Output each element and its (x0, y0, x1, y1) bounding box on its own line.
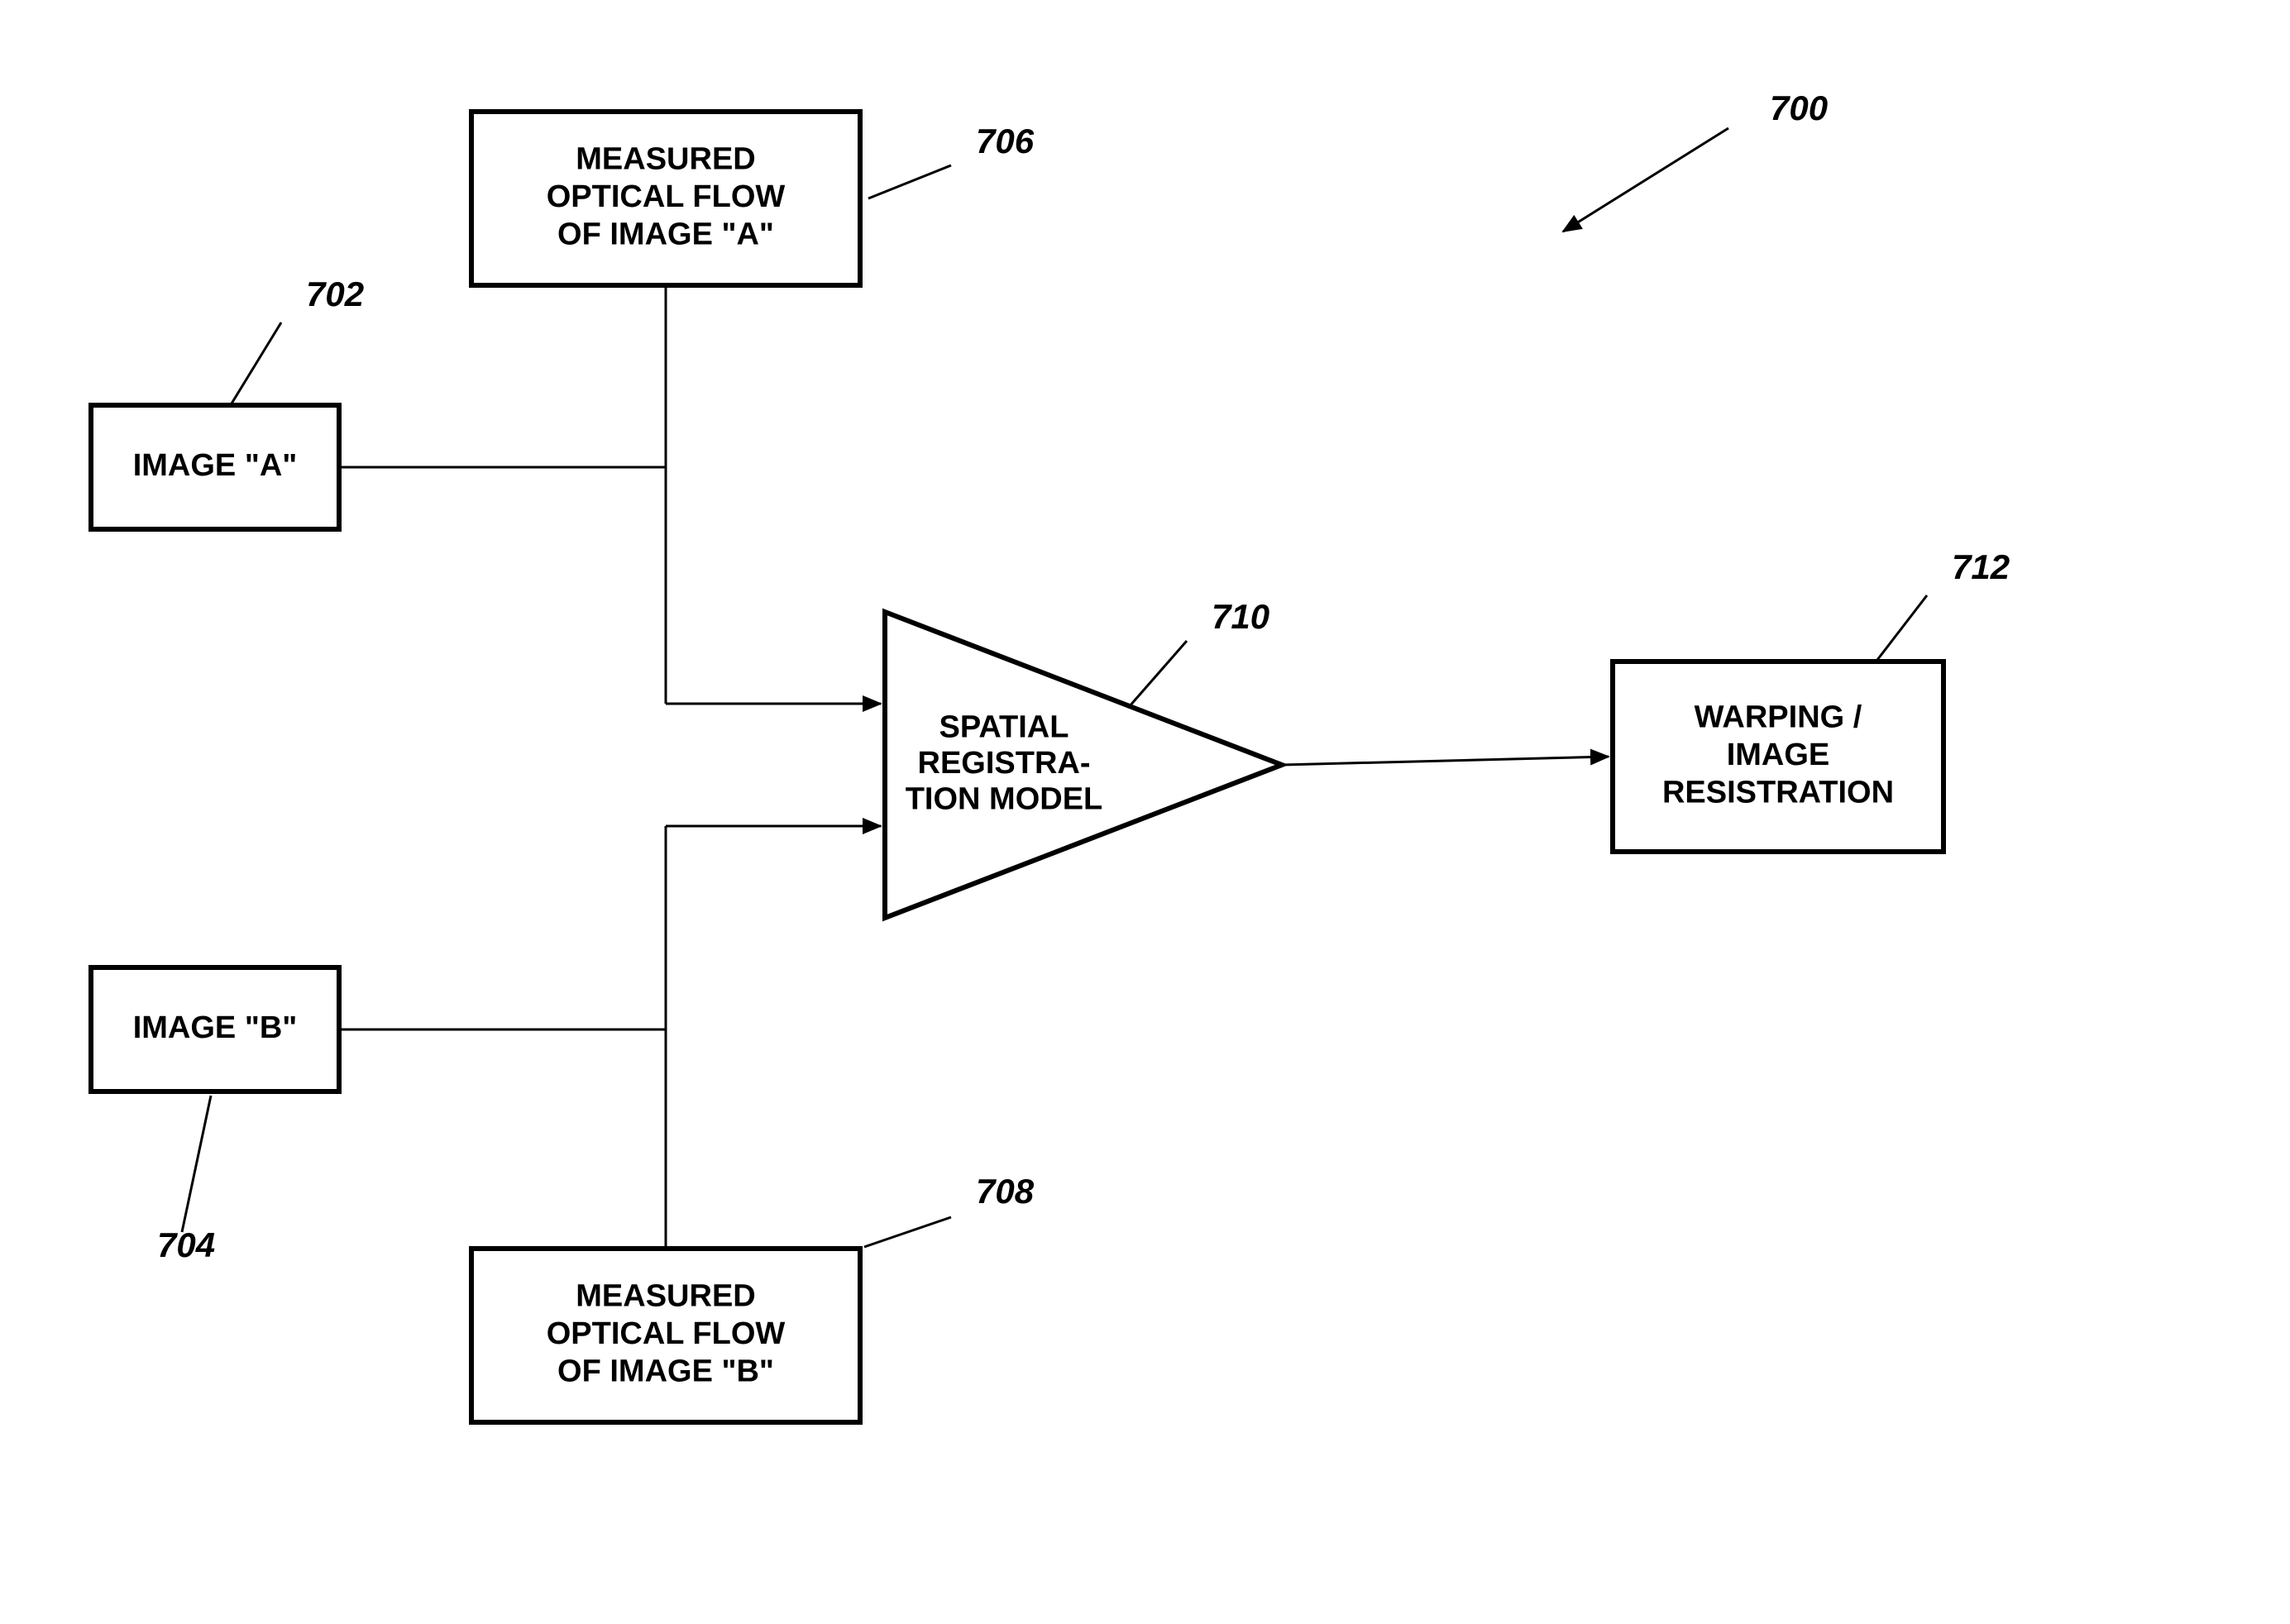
ref-num-706: 706 (976, 122, 1035, 160)
box-label: IMAGE "A" (133, 448, 298, 483)
triangle-label: REGISTRA- (918, 746, 1091, 781)
triangle-label: TION MODEL (906, 782, 1103, 817)
ref-num-702: 702 (306, 275, 364, 313)
box-label: MEASURED (576, 141, 755, 176)
box-imageA: IMAGE "A" 702 (91, 275, 364, 529)
box-warp: WARPING / IMAGE RESISTRATION 712 (1613, 547, 2010, 852)
box-label: OF IMAGE "B" (557, 1354, 774, 1389)
box-label: IMAGE (1727, 738, 1830, 772)
box-imageB: IMAGE "B" 704 (91, 967, 339, 1264)
triangle-label: SPATIAL (939, 709, 1069, 744)
box-flowB: MEASUREDOPTICAL FLOWOF IMAGE "B" 708 (471, 1172, 1035, 1422)
box-flowA: MEASUREDOPTICAL FLOWOF IMAGE "A" 706 (471, 112, 1035, 285)
box-label: OPTICAL FLOW (547, 179, 786, 214)
box-label: OF IMAGE "A" (557, 217, 774, 252)
box-label: OPTICAL FLOW (547, 1316, 786, 1351)
figure-ref-arrow (1563, 128, 1728, 232)
box-label: MEASURED (576, 1278, 755, 1313)
box-label: IMAGE "B" (133, 1010, 298, 1045)
flowchart-diagram: IMAGE "A"702MEASUREDOPTICAL FLOWOF IMAGE… (0, 0, 2290, 1620)
ref-num-708: 708 (976, 1172, 1035, 1211)
arrow-triangle-to-warp (1282, 757, 1609, 765)
ref-num-700: 700 (1770, 88, 1828, 127)
ref-num-712: 712 (1952, 547, 2010, 586)
ref-num-704: 704 (157, 1225, 215, 1264)
ref-num-710: 710 (1212, 597, 1269, 636)
triangle-spatial-registration: SPATIALREGISTRA-TION MODEL 710 (885, 597, 1282, 918)
box-label: WARPING / (1695, 700, 1862, 734)
box-label: RESISTRATION (1662, 776, 1894, 810)
